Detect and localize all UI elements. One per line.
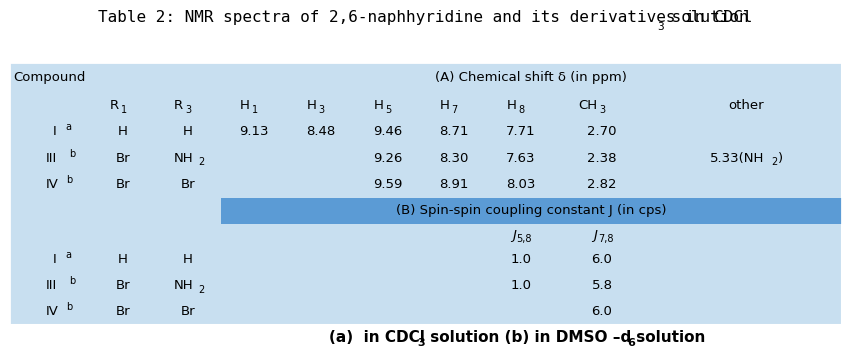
Text: b: b: [66, 303, 72, 312]
Text: 2: 2: [198, 285, 204, 295]
Text: H: H: [507, 99, 517, 112]
Text: b: b: [69, 149, 75, 159]
Text: b: b: [69, 276, 75, 286]
Text: Br: Br: [116, 279, 130, 292]
Text: H: H: [183, 253, 193, 266]
Text: 7,8: 7,8: [598, 234, 613, 244]
Text: Br: Br: [180, 305, 195, 319]
Text: 8.71: 8.71: [439, 125, 469, 139]
Text: IV: IV: [45, 178, 59, 191]
Text: NH: NH: [173, 152, 193, 165]
Text: III: III: [46, 279, 58, 292]
Text: b: b: [66, 175, 72, 185]
Text: 6.0: 6.0: [592, 253, 613, 266]
Text: 2.70: 2.70: [587, 125, 617, 139]
Text: 5.8: 5.8: [592, 279, 613, 292]
Text: (B) Spin-spin coupling constant J (in cps): (B) Spin-spin coupling constant J (in cp…: [396, 204, 666, 217]
Text: Br: Br: [180, 178, 195, 191]
Text: 2.82: 2.82: [587, 178, 617, 191]
Text: Br: Br: [116, 305, 130, 319]
Text: 5,8: 5,8: [517, 234, 532, 244]
Text: 8.91: 8.91: [439, 178, 469, 191]
Text: Compound: Compound: [13, 71, 85, 84]
Text: 3: 3: [185, 105, 191, 115]
Text: 2.38: 2.38: [587, 152, 617, 165]
Text: R: R: [110, 99, 119, 112]
Text: 8: 8: [518, 105, 524, 115]
Text: solution (b) in DMSO –d: solution (b) in DMSO –d: [425, 330, 632, 345]
Text: J: J: [512, 229, 516, 242]
Text: J: J: [593, 229, 597, 242]
Text: (A) Chemical shift δ (in ppm): (A) Chemical shift δ (in ppm): [435, 71, 627, 84]
Text: 2: 2: [771, 157, 778, 168]
Text: H: H: [373, 99, 383, 112]
Text: Br: Br: [116, 152, 130, 165]
Text: 3: 3: [657, 22, 664, 32]
Text: 3: 3: [417, 339, 425, 348]
Text: NH: NH: [173, 279, 193, 292]
Text: 8.30: 8.30: [439, 152, 469, 165]
Text: I: I: [53, 253, 56, 266]
Text: 1.0: 1.0: [510, 279, 531, 292]
Text: CH: CH: [579, 99, 598, 112]
Text: 5.33(NH: 5.33(NH: [710, 152, 764, 165]
Text: 9.26: 9.26: [373, 152, 402, 165]
Text: 5: 5: [385, 105, 391, 115]
Text: ): ): [778, 152, 783, 165]
Text: solution: solution: [631, 330, 706, 345]
Text: H: H: [118, 125, 128, 139]
Text: 9.59: 9.59: [373, 178, 402, 191]
Text: 6: 6: [627, 339, 635, 348]
Text: 7.63: 7.63: [506, 152, 536, 165]
Text: R: R: [174, 99, 184, 112]
Text: 6.0: 6.0: [592, 305, 613, 319]
Text: 1.0: 1.0: [510, 253, 531, 266]
Text: I: I: [53, 125, 56, 139]
Text: H: H: [183, 125, 193, 139]
Text: H: H: [307, 99, 316, 112]
Text: H: H: [240, 99, 250, 112]
Text: other: other: [728, 99, 763, 112]
Text: a: a: [65, 250, 71, 260]
Text: H: H: [440, 99, 450, 112]
FancyBboxPatch shape: [221, 198, 842, 224]
Text: 7.71: 7.71: [506, 125, 536, 139]
Text: H: H: [118, 253, 128, 266]
Text: Br: Br: [116, 178, 130, 191]
Text: 8.48: 8.48: [306, 125, 336, 139]
FancyBboxPatch shape: [8, 62, 842, 325]
Text: (a)  in CDCl: (a) in CDCl: [329, 330, 425, 345]
Text: a: a: [65, 122, 71, 132]
Text: 9.46: 9.46: [373, 125, 402, 139]
Text: III: III: [46, 152, 58, 165]
Text: 9.13: 9.13: [240, 125, 269, 139]
Text: solution: solution: [662, 10, 749, 25]
Text: 3: 3: [599, 105, 605, 115]
Text: 8.03: 8.03: [506, 178, 536, 191]
Text: Table 2: NMR spectra of 2,6-naphhyridine and its derivatives in CDCl: Table 2: NMR spectra of 2,6-naphhyridine…: [98, 10, 752, 25]
Text: 1: 1: [121, 105, 127, 115]
Text: 7: 7: [451, 105, 458, 115]
Text: IV: IV: [45, 305, 59, 319]
Text: 3: 3: [318, 105, 325, 115]
Text: 2: 2: [198, 157, 204, 168]
Text: 1: 1: [252, 105, 258, 115]
